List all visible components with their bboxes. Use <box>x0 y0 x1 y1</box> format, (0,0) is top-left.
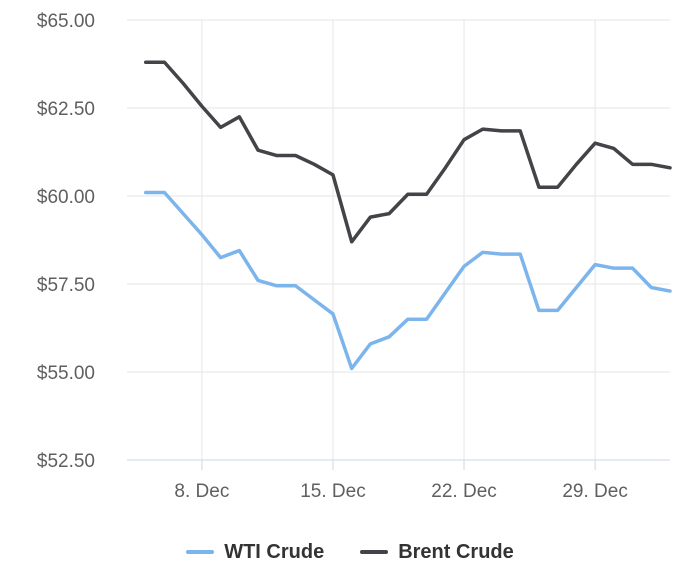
series-line-brent-crude[interactable] <box>143 60 672 244</box>
legend-label-wti: WTI Crude <box>224 540 325 563</box>
legend-swatch-brent <box>360 550 389 554</box>
y-tick-label: $57.50 <box>37 275 95 296</box>
legend-item-brent[interactable]: Brent Crude <box>360 541 514 564</box>
y-tick-label: $60.00 <box>37 187 95 208</box>
legend-swatch-wti <box>186 550 215 554</box>
x-gridlines <box>201 20 596 460</box>
legend-item-wti[interactable]: WTI Crude <box>186 541 324 564</box>
y-tick-label: $62.50 <box>37 99 95 120</box>
y-tick-label: $65.00 <box>37 11 95 32</box>
x-axis: 8. Dec 15. Dec 22. Dec 29. Dec <box>127 459 670 502</box>
y-tick-label: $55.00 <box>37 363 95 384</box>
series-line-wti-crude[interactable] <box>143 190 672 371</box>
y-axis: $52.50 $55.00 $57.50 $60.00 $62.50 $65.00 <box>37 11 95 472</box>
x-tick-label: 22. Dec <box>431 481 496 502</box>
line-chart: $52.50 $55.00 $57.50 $60.00 $62.50 $65.00 8. … <box>37 11 672 502</box>
x-tick-label: 15. Dec <box>300 481 365 502</box>
x-tick-label: 8. Dec <box>174 481 229 502</box>
chart-legend: WTI Crude Brent Crude <box>0 532 700 572</box>
x-tick-label: 29. Dec <box>562 481 627 502</box>
series-lines <box>143 60 672 371</box>
legend-label-brent: Brent Crude <box>398 540 514 563</box>
y-tick-label: $52.50 <box>37 451 95 472</box>
